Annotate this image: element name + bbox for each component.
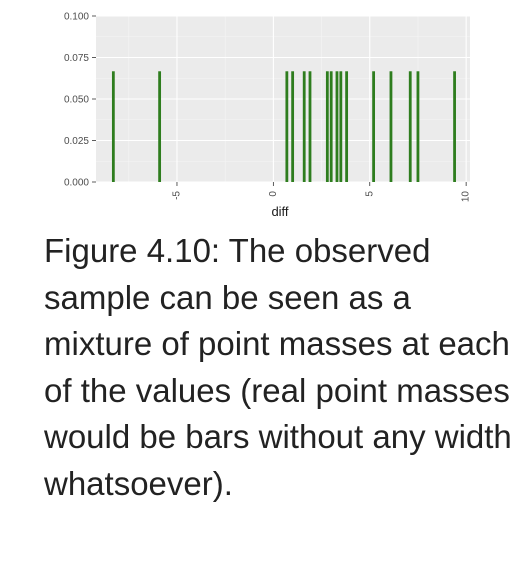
x-tick-label: 0 <box>268 191 279 197</box>
bar <box>453 71 456 182</box>
chart-svg: 0.000 0.025 0.050 0.075 0.100 -5 0 5 10 diff <box>64 12 472 220</box>
bar <box>291 71 295 182</box>
bar <box>111 71 115 182</box>
bar <box>302 71 306 182</box>
bar <box>389 71 393 182</box>
chart: 0.000 0.025 0.050 0.075 0.100 -5 0 5 10 diff <box>0 0 524 230</box>
x-tick-label: 10 <box>461 191 472 203</box>
y-tick-label: 0.025 <box>64 136 89 147</box>
x-tick-label: -5 <box>171 191 182 200</box>
y-tick-label: 0.075 <box>64 53 89 64</box>
bar <box>325 71 329 182</box>
bar <box>308 71 312 182</box>
bar <box>335 71 339 182</box>
y-axis: 0.000 0.025 0.050 0.075 0.100 <box>64 12 96 189</box>
x-axis-title: diff <box>271 204 288 219</box>
bar <box>416 71 420 182</box>
y-tick-label: 0.050 <box>64 95 89 106</box>
x-tick-label: 5 <box>364 191 375 197</box>
bar <box>329 71 333 182</box>
bars <box>111 71 456 182</box>
bar <box>285 71 289 182</box>
figure-caption: Figure 4.10: The observed sample can be … <box>44 232 512 502</box>
bar <box>372 71 376 182</box>
bar <box>339 71 343 182</box>
y-tick-label: 0.000 <box>64 178 89 189</box>
x-axis: -5 0 5 10 <box>171 182 472 203</box>
bar <box>408 71 412 182</box>
y-tick-label: 0.100 <box>64 12 89 23</box>
bar <box>345 71 349 182</box>
bar <box>158 71 162 182</box>
